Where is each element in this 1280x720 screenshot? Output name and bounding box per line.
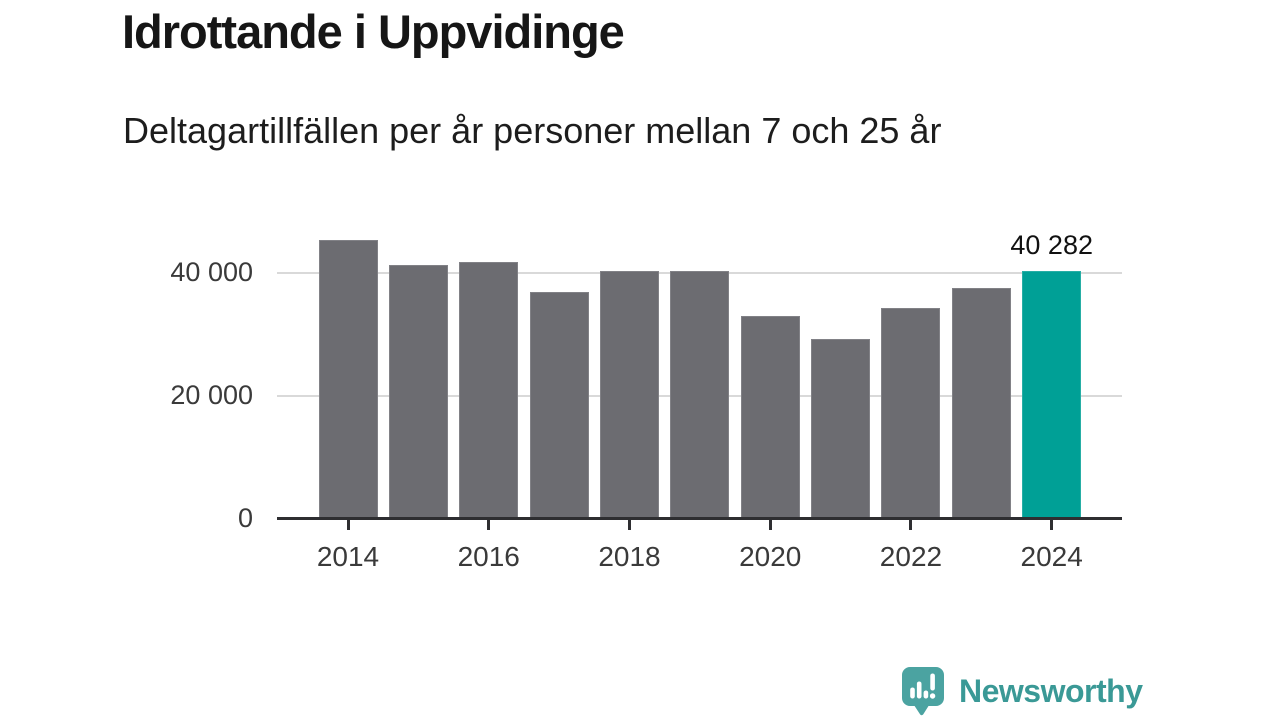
chart-title: Idrottande i Uppvidinge [122, 5, 625, 58]
newsworthy-logo-text: Newsworthy [959, 673, 1143, 709]
x-axis-label-2024: 2024 [1020, 541, 1083, 572]
chart-subtitle: Deltagartillfällen per år personer mella… [123, 110, 942, 151]
x-axis-label-2018: 2018 [598, 541, 661, 572]
bar-2022 [881, 307, 941, 519]
x-tick-2014 [346, 520, 350, 530]
bar-2020 [740, 315, 800, 519]
x-axis-label-2014: 2014 [316, 541, 380, 572]
y-axis-label-20000: 20 000 [170, 379, 253, 410]
bar-2015 [388, 264, 448, 519]
y-axis-label-0: 0 [237, 503, 253, 533]
newsworthy-logo: Newsworthy [899, 666, 1143, 716]
bar-2016 [459, 261, 519, 519]
newsworthy-logo-icon [902, 667, 944, 716]
bar-2014 [318, 239, 378, 519]
y-axis-label-40000: 40 000 [170, 256, 253, 287]
x-tick-2016 [487, 520, 491, 530]
x-tick-2018 [627, 520, 631, 530]
highlight-value-label: 40 282 [1010, 230, 1093, 261]
x-axis-label-2022: 2022 [879, 541, 943, 572]
x-axis-label-2016: 2016 [457, 541, 520, 572]
x-tick-2024 [1050, 520, 1054, 530]
bar-2018 [599, 270, 659, 519]
x-axis-line [277, 517, 1122, 520]
x-axis-label-2020: 2020 [739, 541, 802, 572]
x-tick-2020 [768, 520, 772, 530]
bar-2019 [670, 270, 730, 519]
bar-2021 [811, 339, 871, 519]
bar-2017 [529, 292, 589, 519]
bar-2023 [951, 288, 1011, 519]
x-tick-2022 [909, 520, 913, 530]
bar-2024 [1022, 271, 1082, 519]
